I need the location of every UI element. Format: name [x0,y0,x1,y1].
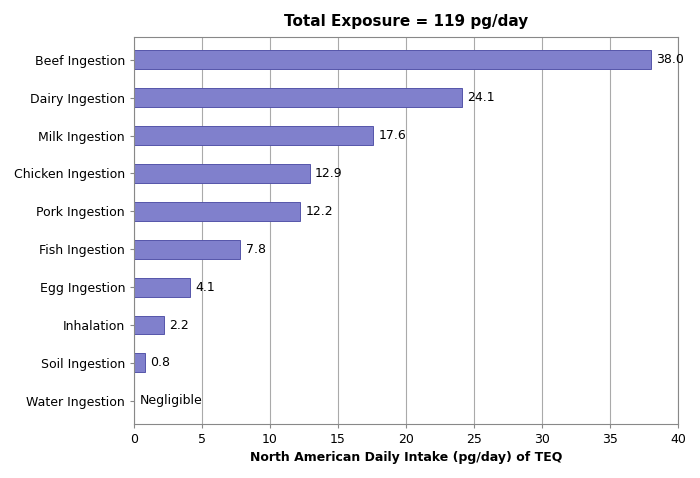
Text: 12.9: 12.9 [315,167,342,180]
Bar [134,278,190,296]
Bar [134,202,300,221]
Bar [134,315,164,335]
Text: 12.2: 12.2 [305,205,333,218]
Text: 7.8: 7.8 [246,243,265,256]
Bar [134,50,651,69]
Text: 38.0: 38.0 [657,53,685,66]
Bar [134,126,374,145]
Text: 4.1: 4.1 [195,281,215,293]
Text: 2.2: 2.2 [169,318,189,332]
Bar [134,164,309,183]
Text: Negligible: Negligible [139,394,202,407]
Bar [134,88,462,107]
Title: Total Exposure = 119 pg/day: Total Exposure = 119 pg/day [284,14,528,29]
X-axis label: North American Daily Intake (pg/day) of TEQ: North American Daily Intake (pg/day) of … [250,451,562,464]
Bar [134,240,240,259]
Text: 24.1: 24.1 [468,91,495,104]
Text: 0.8: 0.8 [150,357,170,369]
Bar [134,353,145,372]
Text: 17.6: 17.6 [379,129,407,142]
